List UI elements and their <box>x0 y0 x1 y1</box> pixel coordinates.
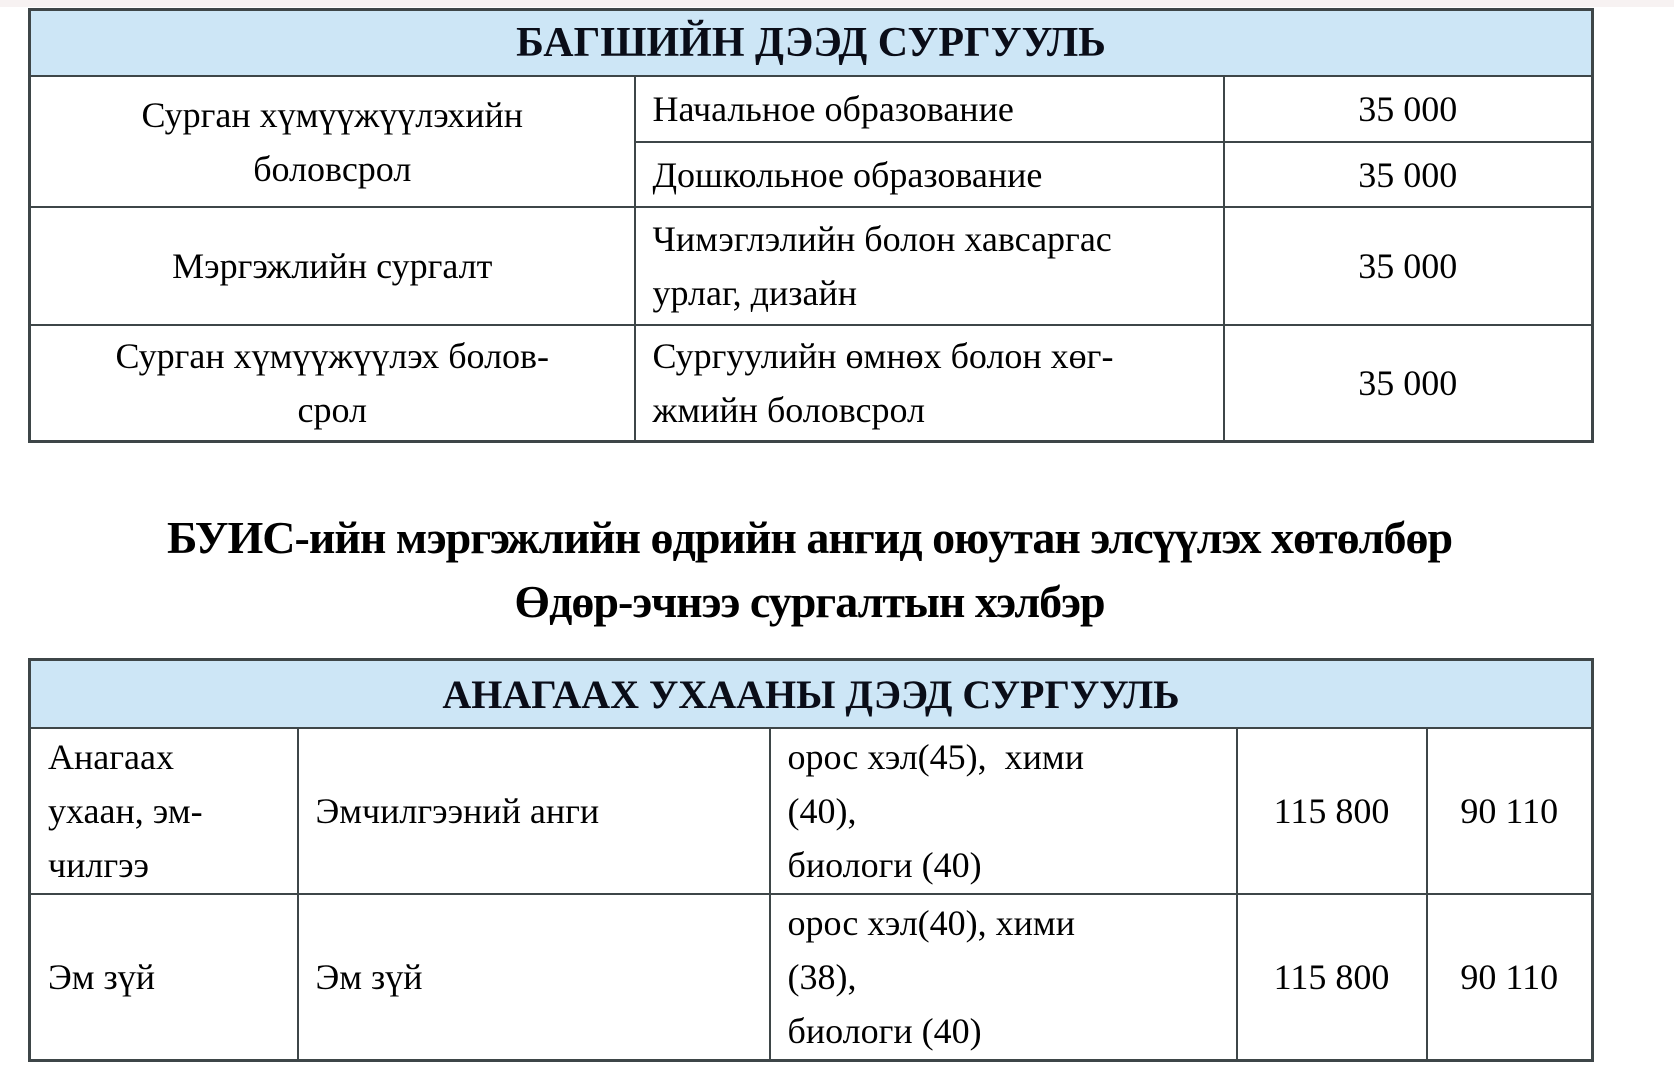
table-row: Сурган хүмүүжүүлэхийн боловсрол Начально… <box>28 75 1594 208</box>
class-cell: Эм зүй <box>296 893 771 1062</box>
program-cell: Сургуулийн өмнөх болон хөг- жмийн боловс… <box>633 324 1225 442</box>
exam-subjects-cell: орос хэл(45), хими (40), биологи (40) <box>768 727 1238 895</box>
fee-evening-cell: 90 110 <box>1425 727 1594 895</box>
class-cell: Эмчилгээний анги <box>296 727 771 895</box>
medical-school-table: АНАГААХ УХААНЫ ДЭЭД СУРГУУЛЬ Анагаах уха… <box>28 658 1594 1062</box>
table-row: Дошкольное образование 35 000 <box>30 141 1594 208</box>
category-cell: Анагаах ухаан, эм- чилгээ <box>28 727 299 895</box>
program-cell: Дошкольное образование <box>633 141 1225 208</box>
page-top-edge <box>0 0 1674 7</box>
category-cell: Мэргэжлийн сургалт <box>28 206 636 326</box>
fee-cell: 35 000 <box>1222 324 1594 442</box>
fee-evening-cell: 90 110 <box>1425 893 1594 1062</box>
table-row: Эм зүй Эм зүй орос хэл(40), хими (38), б… <box>28 893 1594 1062</box>
table-header-row: БАГШИЙН ДЭЭД СУРГУУЛЬ <box>28 8 1594 77</box>
category-cell: Эм зүй <box>28 893 299 1062</box>
section-heading: БУИС-ийн мэргэжлийн өдрийн ангид оюутан … <box>28 506 1591 634</box>
table-row: Анагаах ухаан, эм- чилгээ Эмчилгээний ан… <box>28 727 1594 895</box>
table1-title: БАГШИЙН ДЭЭД СУРГУУЛЬ <box>28 8 1594 77</box>
table-header-row: АНАГААХ УХААНЫ ДЭЭД СУРГУУЛЬ <box>28 658 1594 729</box>
category-cell: Сурган хүмүүжүүлэх болов- срол <box>28 324 636 442</box>
fee-cell: 35 000 <box>1222 206 1594 326</box>
section-heading-line1: БУИС-ийн мэргэжлийн өдрийн ангид оюутан … <box>166 512 1453 563</box>
section-heading-line2: Өдөр-эчнээ сургалтын хэлбэр <box>514 576 1105 627</box>
category-cell: Сурган хүмүүжүүлэхийн боловсрол <box>28 75 636 208</box>
fee-cell: 35 000 <box>1222 141 1594 208</box>
exam-subjects-cell: орос хэл(40), хими (38), биологи (40) <box>768 893 1238 1062</box>
program-cell: Чимэглэлийн болон хавсаргас урлаг, дизай… <box>633 206 1225 326</box>
table-row: Сурган хүмүүжүүлэх болов- срол Сургуулий… <box>28 324 1594 442</box>
program-cell: Начальное образование <box>633 75 1225 143</box>
table2-title: АНАГААХ УХААНЫ ДЭЭД СУРГУУЛЬ <box>28 658 1594 729</box>
fee-cell: 35 000 <box>1222 75 1594 143</box>
fee-day-cell: 115 800 <box>1235 727 1428 895</box>
fee-day-cell: 115 800 <box>1235 893 1428 1062</box>
table-row: Мэргэжлийн сургалт Чимэглэлийн болон хав… <box>28 206 1594 326</box>
teachers-school-table: БАГШИЙН ДЭЭД СУРГУУЛЬ Сурган хүмүүжүүлэх… <box>28 8 1595 443</box>
